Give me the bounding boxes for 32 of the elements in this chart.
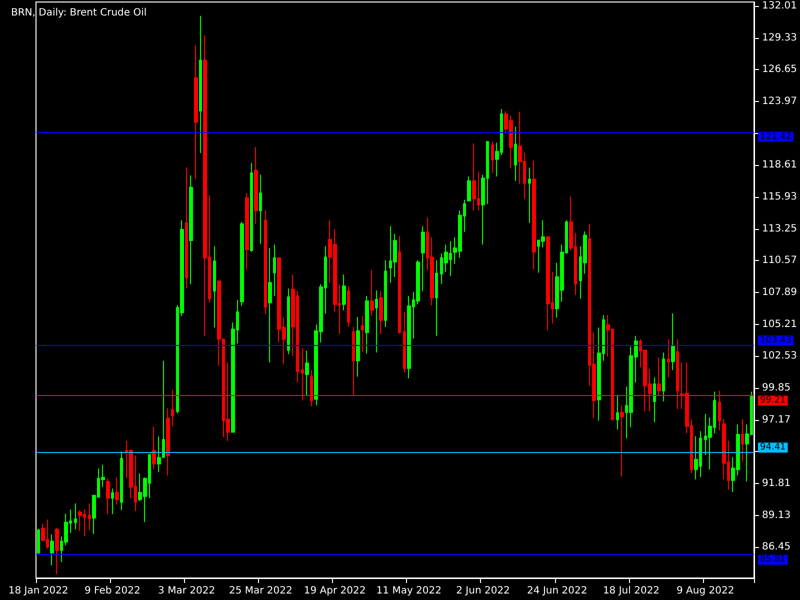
x-tick-label: 9 Aug 2022 — [676, 586, 734, 596]
x-tick-label: 19 Apr 2022 — [304, 586, 366, 596]
y-tick-label: 132.01 — [762, 0, 797, 12]
y-tick-label: 118.61 — [762, 160, 797, 171]
ref-line-label: 103.43 — [760, 335, 792, 346]
y-tick-label: 86.45 — [762, 542, 791, 553]
x-tick-label: 24 Jun 2022 — [527, 586, 588, 596]
x-tick-label: 11 May 2022 — [376, 586, 442, 596]
x-tick-label: 25 Mar 2022 — [228, 586, 292, 596]
y-tick-label: 105.21 — [762, 318, 797, 330]
y-tick-label: 129.33 — [762, 32, 797, 44]
y-tick-label: 126.65 — [762, 64, 797, 76]
y-tick-label: 89.13 — [762, 510, 791, 521]
y-tick-label: 107.89 — [762, 286, 797, 298]
x-tick-label: 2 Jun 2022 — [456, 586, 510, 596]
y-tick-label: 99.85 — [762, 382, 791, 394]
x-tick-label: 18 Jan 2022 — [8, 586, 68, 596]
y-tick-label: 91.81 — [762, 478, 791, 489]
ref-line-label: 94.41 — [760, 442, 786, 453]
ref-line-label: 121.42 — [760, 132, 792, 142]
y-tick-label: 102.53 — [762, 350, 797, 362]
x-tick-label: 3 Mar 2022 — [158, 586, 216, 596]
ref-line-label: 85.81 — [760, 554, 786, 565]
y-tick-label: 113.25 — [762, 223, 797, 234]
x-tick-label: 18 Jul 2022 — [602, 586, 660, 596]
x-tick-label: 9 Feb 2022 — [84, 586, 140, 596]
y-tick-label: 110.57 — [762, 255, 797, 266]
text: BRN, Daily: Brent Crude Oil — [11, 8, 147, 18]
y-tick-label: 115.93 — [762, 192, 797, 203]
y-tick-label: 97.17 — [762, 414, 791, 426]
y-tick-label: 123.97 — [762, 96, 797, 108]
ref-line-label: 99.21 — [760, 396, 786, 406]
